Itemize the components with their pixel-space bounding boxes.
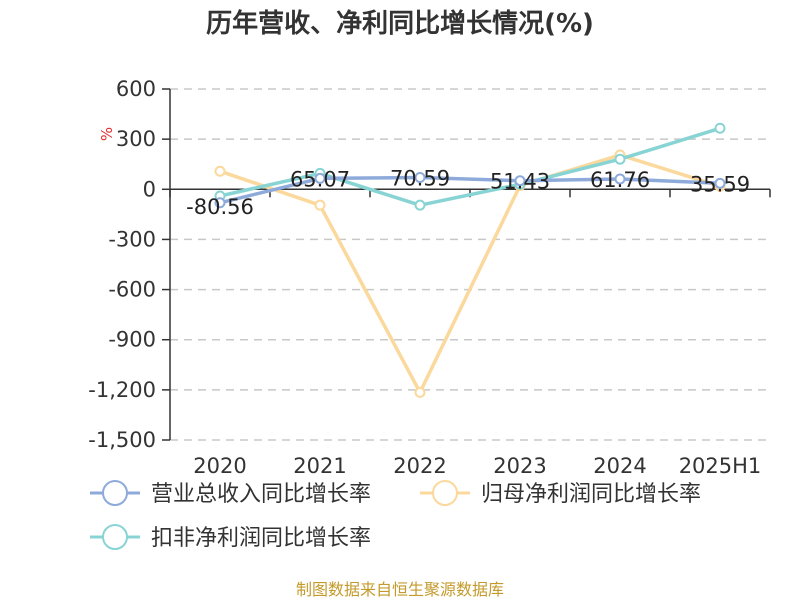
data-label: 70.59 — [390, 166, 450, 190]
legend-label: 营业总收入同比增长率 — [151, 482, 371, 507]
data-labels: -80.56 65.07 70.59 51.43 61.76 35.59 — [186, 166, 750, 218]
data-label: 35.59 — [690, 172, 750, 196]
x-tick-label: 2022 — [393, 454, 446, 478]
x-axis-ticks: 2020 2021 2022 2023 2024 2025H1 — [169, 189, 771, 478]
legend-label: 扣非净利润同比增长率 — [151, 526, 371, 551]
x-tick-label: 2023 — [493, 454, 546, 478]
legend-marker — [102, 524, 128, 550]
series-line — [218, 126, 722, 207]
data-point — [414, 171, 426, 183]
data-label: 51.43 — [490, 170, 550, 194]
data-point — [514, 175, 526, 187]
y-tick-label: -1,200 — [88, 378, 156, 402]
series-0 — [214, 171, 726, 209]
series-lines — [214, 122, 726, 398]
legend-marker — [102, 480, 128, 506]
data-point — [214, 197, 226, 209]
x-tick-label: 2024 — [593, 454, 646, 478]
legend-item[interactable]: 扣非净利润同比增长率 — [90, 524, 371, 551]
series-line — [218, 153, 722, 395]
y-tick-label: -600 — [108, 278, 156, 302]
y-tick-label: -300 — [108, 227, 156, 251]
data-point — [614, 153, 626, 165]
data-label: -80.56 — [186, 195, 254, 219]
source-note: 制图数据来自恒生聚源数据库 — [296, 580, 504, 599]
y-tick-label: -1,500 — [88, 428, 156, 452]
data-point — [214, 165, 226, 177]
data-label: 61.76 — [590, 168, 650, 192]
legend-label: 归母净利润同比增长率 — [481, 482, 701, 507]
y-tick-label: -900 — [108, 328, 156, 352]
y-tick-label: 0 — [143, 177, 156, 201]
y-tick-label: 600 — [116, 77, 156, 101]
data-point — [414, 386, 426, 398]
data-point — [614, 173, 626, 185]
data-point — [414, 199, 426, 211]
x-tick-label: 2021 — [293, 454, 346, 478]
x-tick-label: 2020 — [193, 454, 246, 478]
data-point — [714, 177, 726, 189]
legend-item[interactable]: 归母净利润同比增长率 — [420, 480, 701, 507]
y-tick-label: 300 — [116, 127, 156, 151]
data-point — [314, 172, 326, 184]
data-label: 65.07 — [290, 167, 350, 191]
y-axis-unit: % — [98, 127, 116, 141]
legend-marker — [432, 480, 458, 506]
data-point — [314, 199, 326, 211]
chart-title: 历年营收、净利同比增长情况(%) — [206, 8, 594, 39]
x-tick-label: 2025H1 — [679, 454, 762, 478]
series-line — [218, 175, 722, 205]
data-point — [714, 122, 726, 134]
legend-item[interactable]: 营业总收入同比增长率 — [90, 480, 371, 507]
y-axis-ticks: 600 300 0 -300 -600 -900 -1,200 -1,500 — [88, 77, 170, 452]
